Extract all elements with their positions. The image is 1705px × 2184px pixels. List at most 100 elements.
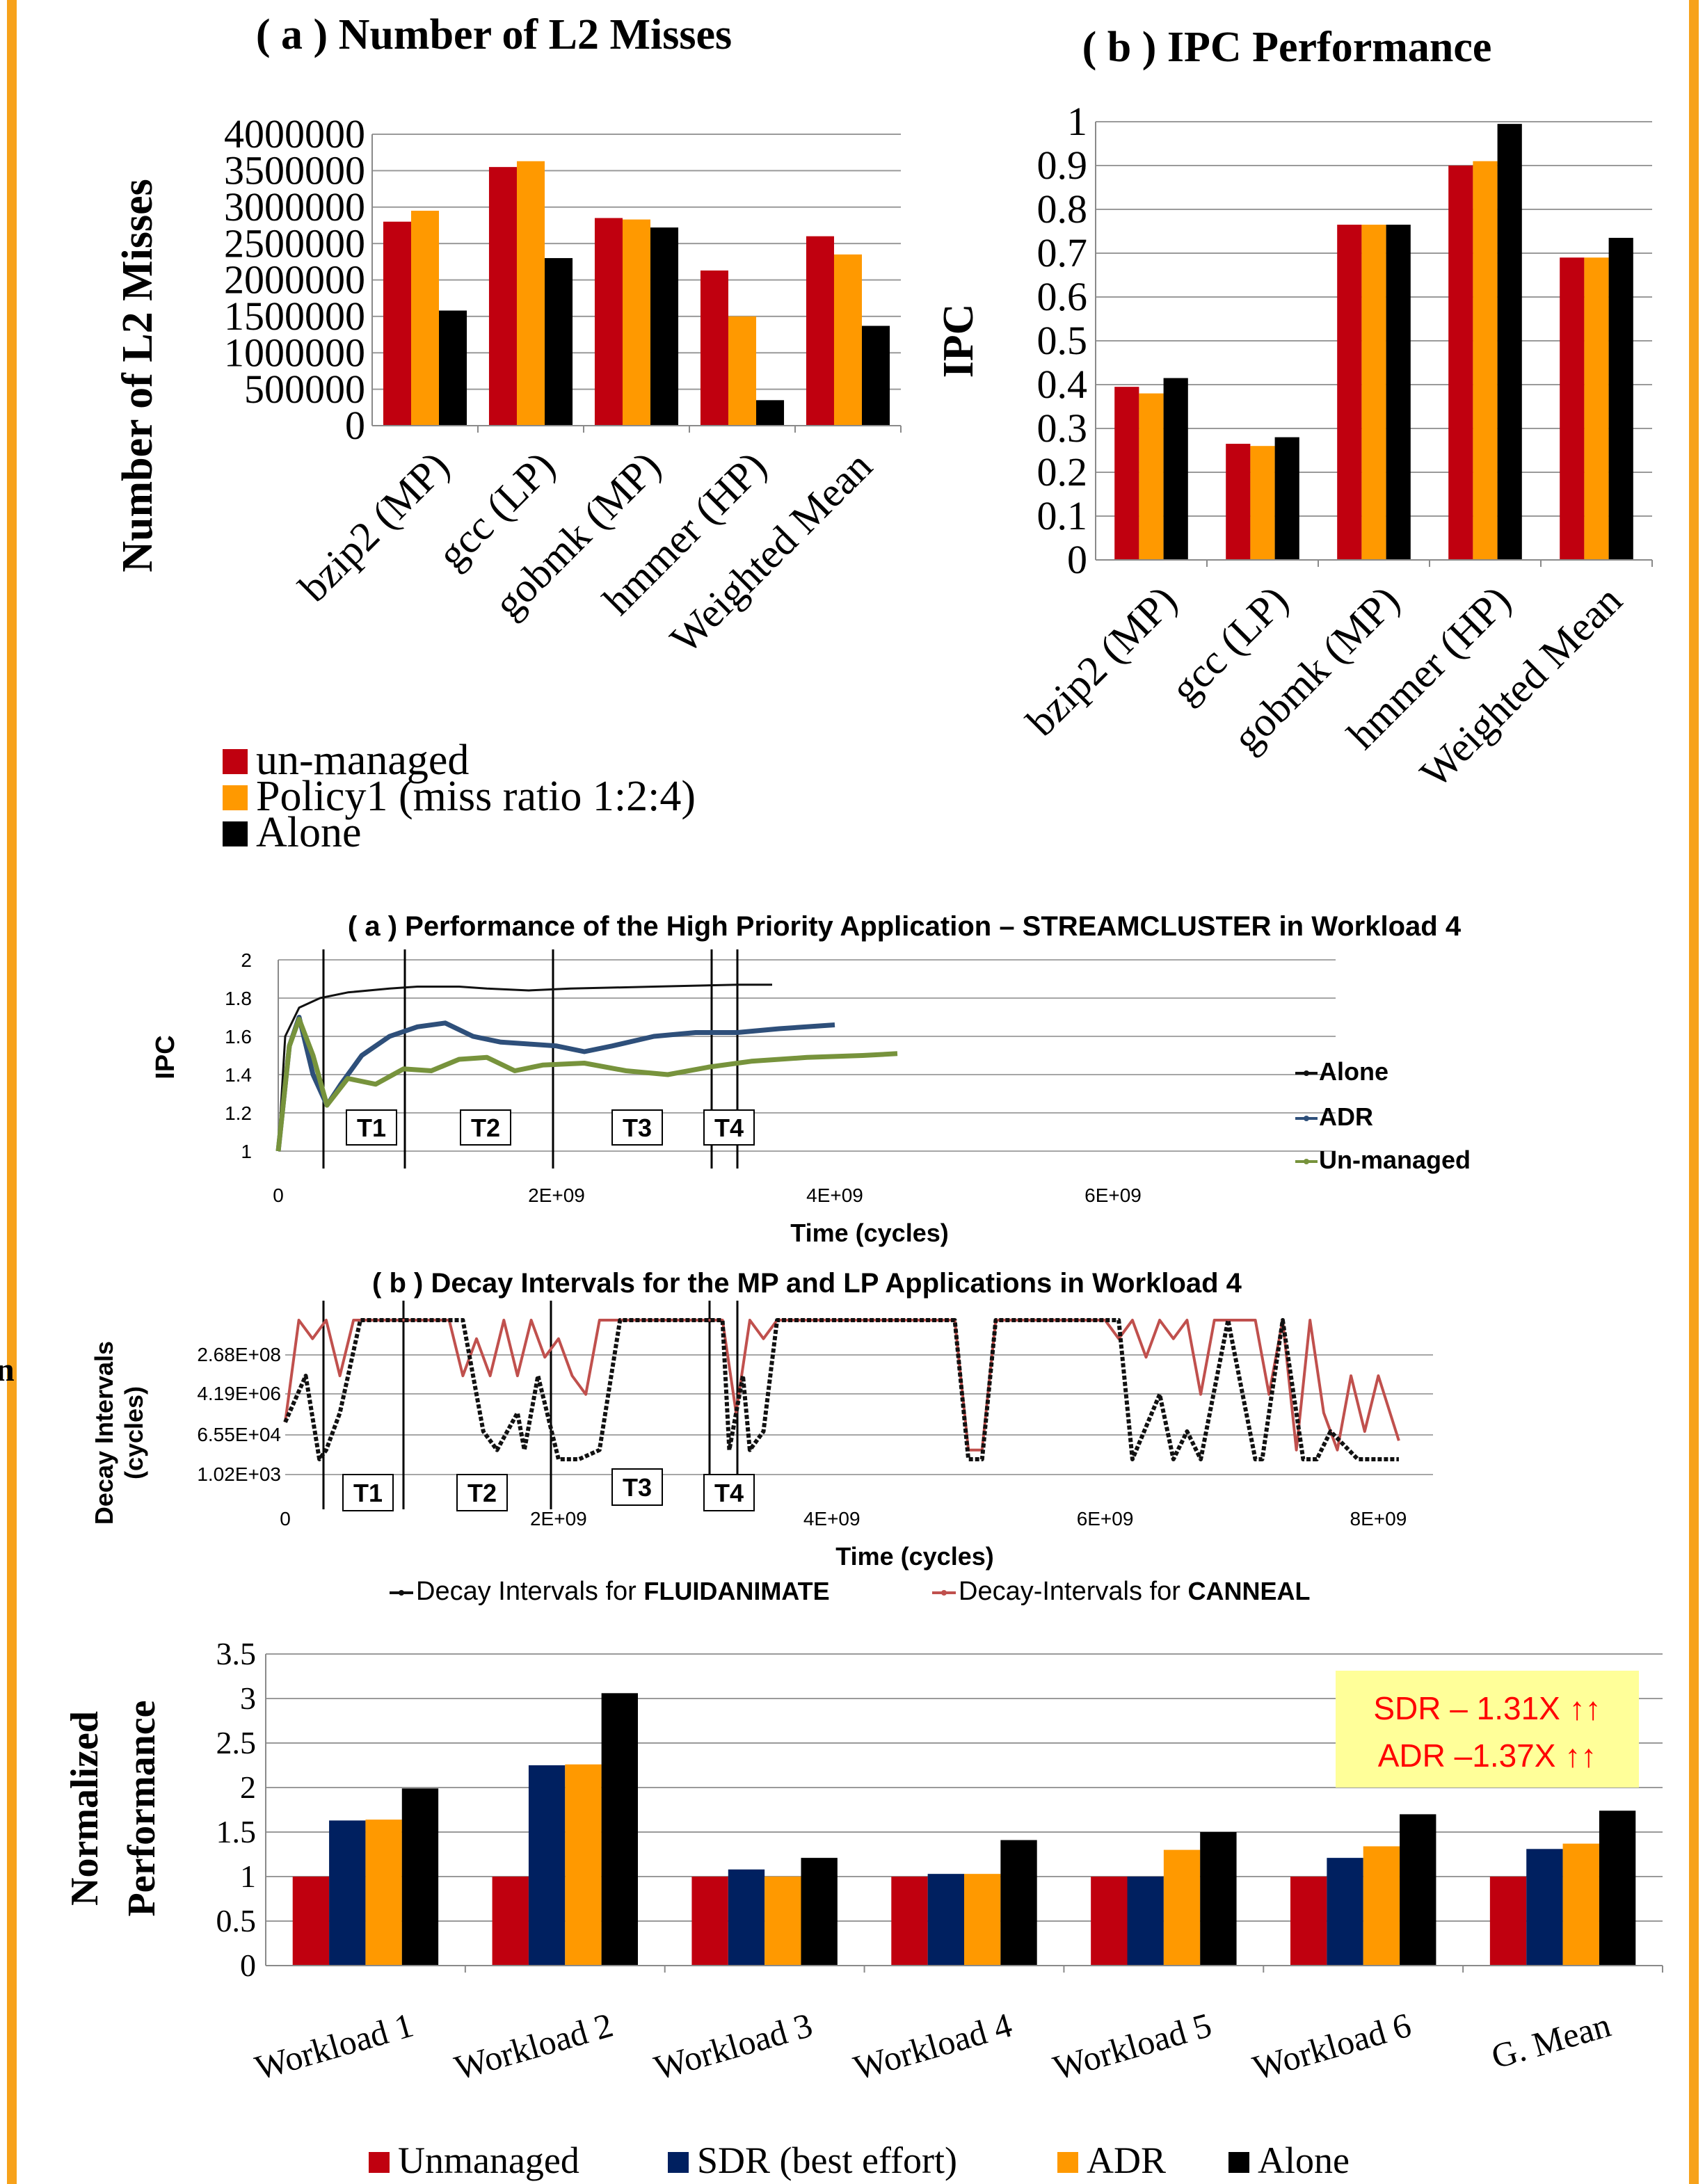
l2-legend-swatch-2	[223, 785, 248, 810]
l2-chart: 4000000350000030000002500000200000015000…	[224, 111, 902, 662]
ipc-bar-3-4	[1497, 124, 1522, 560]
perf-x-tick-label: 4E+09	[806, 1185, 863, 1206]
l2-y-tick-label: 4000000	[224, 111, 365, 156]
perf-y-tick-label: 1.2	[225, 1102, 252, 1124]
norm-annotation-box	[1336, 1671, 1639, 1788]
perf-phase-label-3: T3	[623, 1114, 652, 1142]
decay-x-tick-label: 4E+09	[803, 1508, 860, 1529]
ipc-y-tick-label: 0.1	[1037, 493, 1088, 538]
norm-bar-1-1	[292, 1877, 330, 1966]
ipc-bar-3-3	[1386, 225, 1411, 560]
ipc-bar-2-1	[1139, 393, 1164, 560]
ipc-bar-1-1	[1114, 387, 1139, 560]
perf-x-tick-label: 2E+09	[528, 1185, 585, 1206]
norm-bar-4-7	[1599, 1810, 1636, 1966]
norm-legend-label-2: SDR (best effort)	[697, 2139, 957, 2181]
norm-bar-3-5	[1163, 1849, 1201, 1966]
norm-y-tick-label: 0.5	[216, 1903, 257, 1938]
norm-bar-1-6	[1290, 1877, 1327, 1966]
norm-bar-1-3	[691, 1877, 728, 1966]
ipc-y-tick-label: 1	[1067, 99, 1087, 144]
norm-bar-1-4	[891, 1877, 928, 1966]
ipc-y-tick-label: 0.3	[1037, 406, 1088, 451]
decay-legend-label-1: Decay Intervals for FLUIDANIMATE	[416, 1577, 830, 1606]
decay-x-axis-title: Time (cycles)	[835, 1542, 993, 1571]
perf-y-tick-label: 1.4	[225, 1064, 252, 1086]
norm-category-label: Workload 4	[849, 2005, 1016, 2087]
perf-series-3	[275, 1016, 898, 1152]
decay-y-tick-label: 4.19E+06	[197, 1383, 281, 1404]
l2-title: ( a ) Number of L2 Misses	[256, 11, 732, 58]
decay-x-tick-label: 2E+09	[530, 1508, 587, 1529]
norm-legend-swatch-4	[1228, 2152, 1249, 2173]
l2-y-tick-label: 3000000	[224, 184, 365, 230]
l2-y-tick-label: 1000000	[224, 330, 365, 375]
norm-bar-3-4	[964, 1874, 1001, 1966]
perf-legend-marker-1	[1304, 1070, 1309, 1076]
ipc-bar-2-2	[1250, 446, 1275, 560]
decay-y-axis-title-1: Decay Intervals	[90, 1341, 118, 1525]
perf-y-tick-label: 1	[241, 1141, 252, 1162]
norm-bar-3-1	[365, 1820, 402, 1966]
ipc-title: ( b ) IPC Performance	[1082, 24, 1492, 71]
norm-y-tick-label: 3.5	[216, 1636, 257, 1671]
norm-y-tick-label: 0	[240, 1948, 256, 1983]
ipc-bar-2-3	[1361, 225, 1386, 560]
norm-y-tick-label: 1	[240, 1858, 256, 1894]
decay-y-tick-label: 1.02E+03	[197, 1463, 281, 1485]
ipc-y-tick-label: 0.6	[1037, 274, 1088, 319]
l2-y-tick-label: 0	[345, 403, 365, 448]
norm-bar-2-4	[927, 1874, 964, 1966]
norm-bar-3-6	[1363, 1846, 1400, 1966]
ipc-bar-1-4	[1448, 166, 1473, 560]
l2-y-axis-title: Number of L2 Misses	[114, 179, 161, 572]
l2-bar-1-5	[806, 236, 834, 426]
l2-bar-3-1	[439, 310, 467, 426]
l2-bar-3-3	[650, 227, 679, 426]
decay-legend-marker-1	[399, 1590, 404, 1596]
norm-y-tick-label: 3	[240, 1680, 256, 1716]
l2-legend-swatch-1	[223, 749, 248, 774]
ipc-y-tick-label: 0.4	[1037, 362, 1088, 407]
l2-bar-2-4	[728, 316, 757, 426]
norm-y-tick-label: 1.5	[216, 1814, 257, 1849]
l2-legend-label-3: Alone	[256, 809, 362, 856]
decay-title: ( b ) Decay Intervals for the MP and LP …	[372, 1268, 1242, 1299]
norm-category-label: Workload 3	[650, 2005, 817, 2087]
decay-phase-label-3: T3	[623, 1473, 652, 1502]
decay-series-2	[284, 1319, 1400, 1452]
perf-legend-marker-3	[1304, 1159, 1309, 1164]
l2-y-tick-label: 2000000	[224, 257, 365, 303]
norm-bar-4-3	[801, 1858, 838, 1966]
perf-phase-box-3	[611, 1109, 663, 1146]
norm-bar-1-5	[1091, 1877, 1128, 1966]
norm-bar-1-2	[492, 1877, 529, 1966]
ipc-bar-3-5	[1608, 237, 1633, 560]
l2-y-tick-label: 3500000	[224, 148, 365, 193]
l2-bar-2-5	[833, 254, 863, 426]
perf-x-tick-label: 0	[273, 1185, 284, 1206]
ipc-y-tick-label: 0	[1067, 537, 1087, 582]
decay-legend-marker-2	[941, 1590, 947, 1596]
right-border	[1689, 0, 1699, 2184]
l2-category-label: bzip2 (MP)	[290, 443, 458, 611]
norm-legend-label-3: ADR	[1087, 2139, 1166, 2181]
perf-phase-label-1: T1	[357, 1114, 386, 1142]
perf-y-tick-label: 1.6	[225, 1026, 252, 1047]
norm-annotation-2: ADR –1.37X ↑↑	[1378, 1737, 1596, 1774]
ipc-bar-1-5	[1560, 257, 1585, 560]
l2-bar-3-5	[862, 326, 890, 426]
decay-phase-box-4	[703, 1474, 755, 1511]
norm-legend-swatch-2	[668, 2152, 689, 2173]
perf-phase-box-4	[703, 1109, 755, 1146]
decay-y-axis-title-2: (cycles)	[120, 1386, 148, 1479]
norm-bar-4-4	[1000, 1840, 1037, 1966]
l2-bar-3-4	[756, 400, 785, 426]
norm-y-tick-label: 2	[240, 1769, 256, 1805]
perf-legend-label-2: ADR	[1319, 1102, 1373, 1131]
l2-bar-2-3	[622, 219, 651, 426]
l2-bar-1-1	[383, 221, 411, 426]
perf-phase-box-1	[346, 1109, 397, 1146]
